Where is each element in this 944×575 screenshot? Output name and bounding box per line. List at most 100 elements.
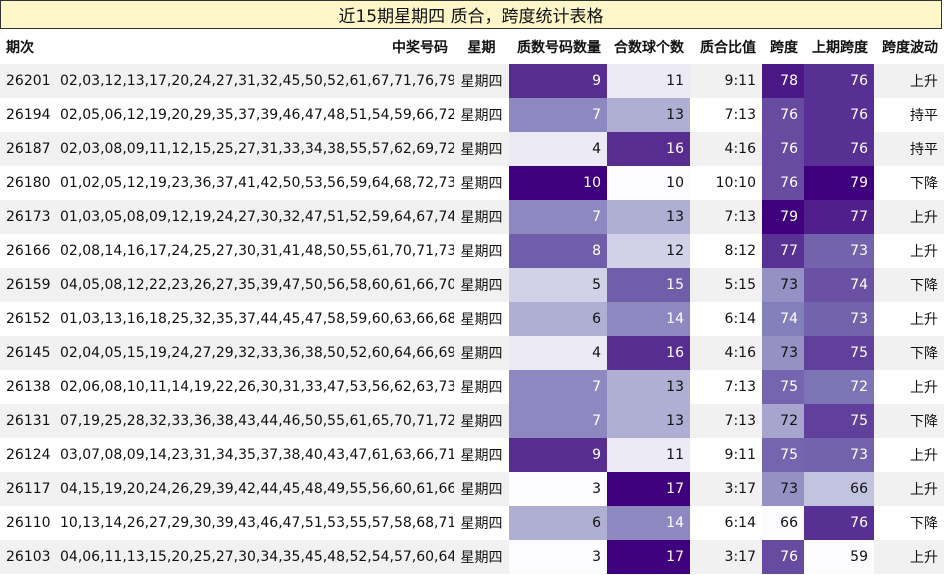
cell-trend: 上升 bbox=[874, 472, 944, 506]
cell-qi: 26166 bbox=[0, 234, 54, 268]
cell-span: 73 bbox=[762, 336, 804, 370]
table-row: 26166 02,08,14,16,17,24,25,27,30,31,41,48… bbox=[0, 234, 944, 268]
cell-trend: 下降 bbox=[874, 268, 944, 302]
cell-nums: 04,06,11,13,15,20,25,27,30,34,35,45,48,5… bbox=[54, 540, 454, 574]
cell-trend: 上升 bbox=[874, 234, 944, 268]
cell-qi: 26159 bbox=[0, 268, 54, 302]
cell-prime: 9 bbox=[509, 438, 607, 472]
cell-nums: 03,07,08,09,14,23,31,34,35,37,38,40,43,4… bbox=[54, 438, 454, 472]
cell-prime: 8 bbox=[509, 234, 607, 268]
table-row: 26138 02,06,08,10,11,14,19,22,26,30,31,33… bbox=[0, 370, 944, 404]
cell-prev-span: 59 bbox=[804, 540, 874, 574]
cell-ratio: 3:17 bbox=[690, 540, 762, 574]
cell-span: 74 bbox=[762, 302, 804, 336]
cell-prev-span: 73 bbox=[804, 234, 874, 268]
cell-ratio: 10:10 bbox=[690, 166, 762, 200]
header-comp: 合数球个数 bbox=[614, 40, 684, 56]
cell-week: 星期四 bbox=[454, 472, 509, 506]
cell-trend: 上升 bbox=[874, 540, 944, 574]
header-span: 跨度 bbox=[770, 40, 798, 56]
table-title: 近15期星期四 质合，跨度统计表格 bbox=[0, 0, 942, 29]
cell-span: 76 bbox=[762, 98, 804, 132]
cell-ratio: 4:16 bbox=[690, 336, 762, 370]
cell-prev-span: 76 bbox=[804, 64, 874, 98]
cell-comp: 13 bbox=[607, 370, 690, 404]
cell-ratio: 9:11 bbox=[690, 438, 762, 472]
cell-prime: 7 bbox=[509, 404, 607, 438]
cell-week: 星期四 bbox=[454, 166, 509, 200]
cell-span: 73 bbox=[762, 472, 804, 506]
cell-prime: 6 bbox=[509, 506, 607, 540]
table-row: 26124 03,07,08,09,14,23,31,34,35,37,38,40… bbox=[0, 438, 944, 472]
cell-comp: 16 bbox=[607, 132, 690, 166]
cell-comp: 13 bbox=[607, 404, 690, 438]
cell-comp: 17 bbox=[607, 472, 690, 506]
cell-prime: 7 bbox=[509, 370, 607, 404]
cell-comp: 12 bbox=[607, 234, 690, 268]
cell-comp: 14 bbox=[607, 302, 690, 336]
cell-span: 66 bbox=[762, 506, 804, 540]
header-row: 期次 中奖号码 星期 质数号码数量 合数球个数 质合比值 跨度 上期跨度 跨度波… bbox=[0, 30, 944, 64]
cell-trend: 上升 bbox=[874, 302, 944, 336]
cell-trend: 下降 bbox=[874, 506, 944, 540]
cell-nums: 02,06,08,10,11,14,19,22,26,30,31,33,47,5… bbox=[54, 370, 454, 404]
cell-prev-span: 79 bbox=[804, 166, 874, 200]
cell-trend: 持平 bbox=[874, 132, 944, 166]
cell-prime: 7 bbox=[509, 98, 607, 132]
cell-prime: 9 bbox=[509, 64, 607, 98]
cell-nums: 01,03,13,16,18,25,32,35,37,44,45,47,58,5… bbox=[54, 302, 454, 336]
cell-prev-span: 75 bbox=[804, 336, 874, 370]
cell-nums: 01,03,05,08,09,12,19,24,27,30,32,47,51,5… bbox=[54, 200, 454, 234]
table-row: 26180 01,02,05,12,19,23,36,37,41,42,50,53… bbox=[0, 166, 944, 200]
cell-week: 星期四 bbox=[454, 540, 509, 574]
cell-ratio: 7:13 bbox=[690, 370, 762, 404]
cell-ratio: 3:17 bbox=[690, 472, 762, 506]
cell-prev-span: 76 bbox=[804, 506, 874, 540]
table-row: 26145 02,04,05,15,19,24,27,29,32,33,36,38… bbox=[0, 336, 944, 370]
header-qi: 期次 bbox=[6, 40, 34, 56]
cell-prime: 3 bbox=[509, 540, 607, 574]
cell-nums: 04,15,19,20,24,26,29,39,42,44,45,48,49,5… bbox=[54, 472, 454, 506]
cell-prev-span: 73 bbox=[804, 438, 874, 472]
table-row: 26103 04,06,11,13,15,20,25,27,30,34,35,45… bbox=[0, 540, 944, 574]
cell-span: 79 bbox=[762, 200, 804, 234]
cell-qi: 26103 bbox=[0, 540, 54, 574]
table-row: 26187 02,03,08,09,11,12,15,25,27,31,33,34… bbox=[0, 132, 944, 166]
table-row: 26201 02,03,12,13,17,20,24,27,31,32,45,50… bbox=[0, 64, 944, 98]
stats-table: 期次 中奖号码 星期 质数号码数量 合数球个数 质合比值 跨度 上期跨度 跨度波… bbox=[0, 30, 944, 574]
cell-qi: 26201 bbox=[0, 64, 54, 98]
cell-week: 星期四 bbox=[454, 268, 509, 302]
cell-prime: 7 bbox=[509, 200, 607, 234]
cell-qi: 26173 bbox=[0, 200, 54, 234]
cell-week: 星期四 bbox=[454, 404, 509, 438]
cell-trend: 上升 bbox=[874, 438, 944, 472]
cell-ratio: 7:13 bbox=[690, 200, 762, 234]
header-week: 星期 bbox=[467, 40, 496, 56]
cell-ratio: 8:12 bbox=[690, 234, 762, 268]
cell-qi: 26131 bbox=[0, 404, 54, 438]
cell-span: 76 bbox=[762, 166, 804, 200]
cell-week: 星期四 bbox=[454, 200, 509, 234]
cell-qi: 26110 bbox=[0, 506, 54, 540]
cell-comp: 13 bbox=[607, 200, 690, 234]
cell-prev-span: 66 bbox=[804, 472, 874, 506]
cell-prev-span: 75 bbox=[804, 404, 874, 438]
cell-trend: 下降 bbox=[874, 166, 944, 200]
cell-span: 73 bbox=[762, 268, 804, 302]
cell-ratio: 7:13 bbox=[690, 404, 762, 438]
header-prev-span: 上期跨度 bbox=[812, 40, 868, 56]
cell-nums: 10,13,14,26,27,29,30,39,43,46,47,51,53,5… bbox=[54, 506, 454, 540]
cell-prime: 6 bbox=[509, 302, 607, 336]
cell-prime: 10 bbox=[509, 166, 607, 200]
cell-ratio: 6:14 bbox=[690, 506, 762, 540]
cell-nums: 02,03,12,13,17,20,24,27,31,32,45,50,52,6… bbox=[54, 64, 454, 98]
cell-prime: 4 bbox=[509, 132, 607, 166]
cell-comp: 14 bbox=[607, 506, 690, 540]
cell-week: 星期四 bbox=[454, 132, 509, 166]
table-row: 26159 04,05,08,12,22,23,26,27,35,39,47,50… bbox=[0, 268, 944, 302]
cell-nums: 04,05,08,12,22,23,26,27,35,39,47,50,56,5… bbox=[54, 268, 454, 302]
cell-qi: 26138 bbox=[0, 370, 54, 404]
cell-qi: 26152 bbox=[0, 302, 54, 336]
cell-trend: 上升 bbox=[874, 64, 944, 98]
cell-comp: 17 bbox=[607, 540, 690, 574]
